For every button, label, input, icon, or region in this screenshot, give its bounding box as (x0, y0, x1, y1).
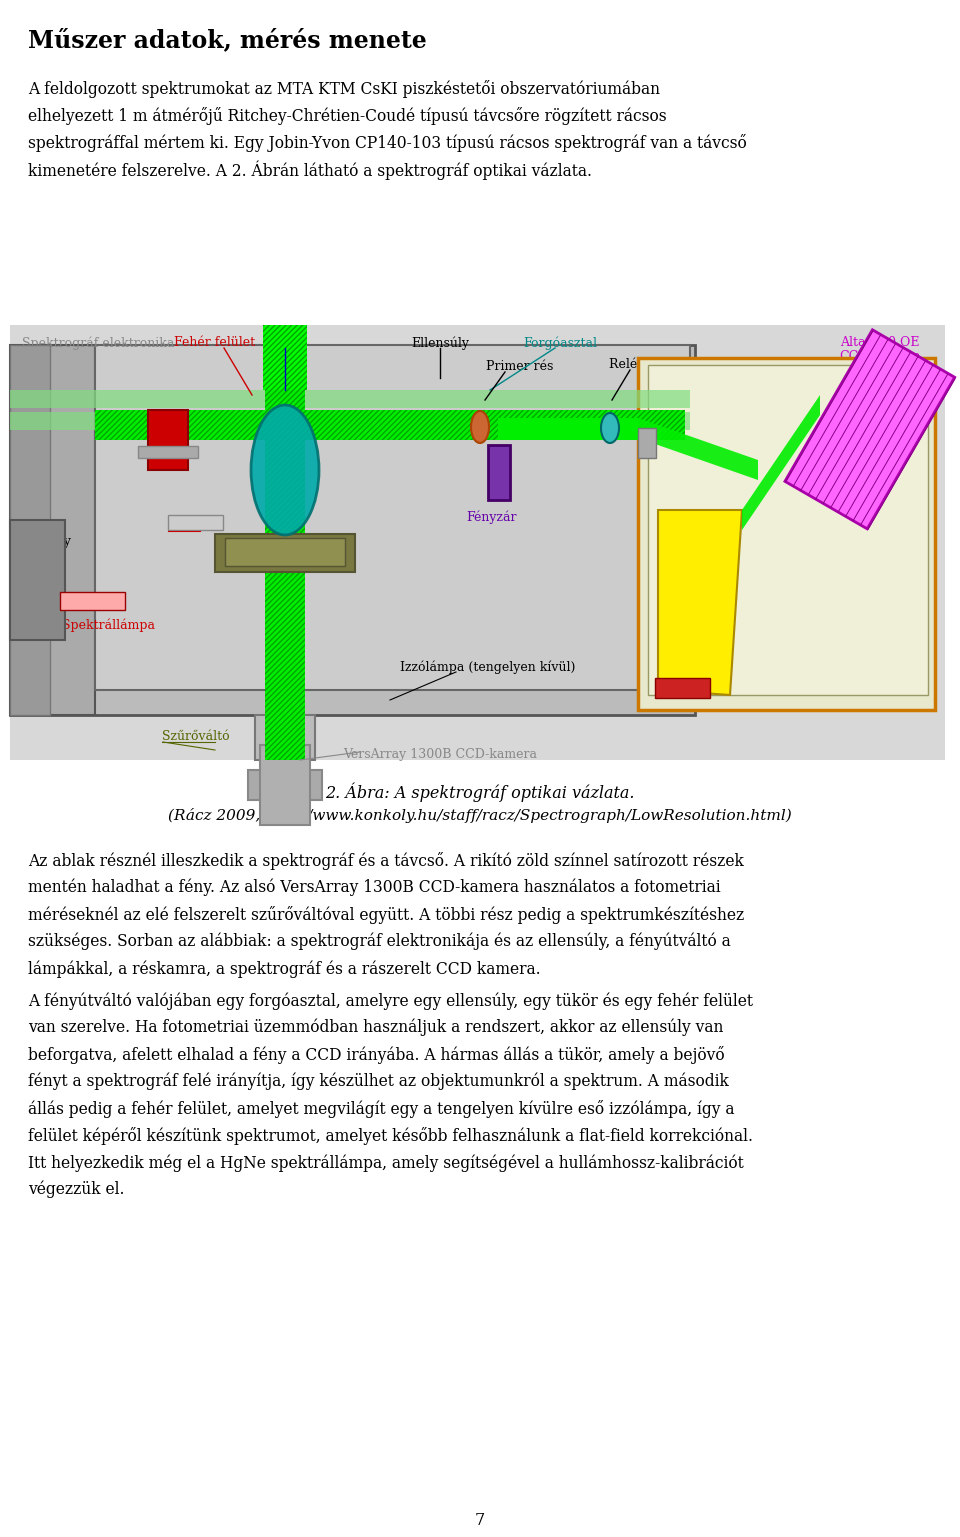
Text: mentén haladhat a fény. Az alsó VersArray 1300B CCD-kamera használatos a fotomet: mentén haladhat a fény. Az alsó VersArra… (28, 879, 721, 896)
Ellipse shape (601, 413, 619, 443)
Text: lámpákkal, a réskamra, a spektrográf és a rászerelt CCD kamera.: lámpákkal, a réskamra, a spektrográf és … (28, 961, 540, 978)
Bar (95, 344, 690, 690)
Bar (265, 380, 305, 759)
Text: Műszer adatok, mérés menete: Műszer adatok, mérés menete (28, 28, 427, 52)
Bar (488, 446, 510, 500)
Text: beforgatva, afelett elhalad a fény a CCD irányába. A hármas állás a tükör, amely: beforgatva, afelett elhalad a fény a CCD… (28, 1047, 725, 1064)
Text: Ellensúly: Ellensúly (13, 535, 71, 549)
Text: méréseknél az elé felszerelt szűrőváltóval együtt. A többi rész pedig a spektrum: méréseknél az elé felszerelt szűrőváltóv… (28, 905, 744, 924)
Bar (10, 412, 690, 430)
Bar (95, 410, 685, 440)
Text: VersArray 1300B CCD-kamera: VersArray 1300B CCD-kamera (343, 749, 537, 761)
Bar (638, 427, 656, 458)
Bar (263, 324, 307, 390)
Bar (10, 344, 50, 715)
Bar (148, 410, 188, 470)
Bar (498, 418, 638, 440)
Text: A fényútváltó valójában egy forgóasztal, amelyre egy ellensúly, egy tükör és egy: A fényútváltó valójában egy forgóasztal,… (28, 991, 753, 1010)
Polygon shape (658, 510, 742, 695)
Bar (248, 770, 322, 799)
Text: szükséges. Sorban az alábbiak: a spektrográf elektronikája és az ellensúly, a fé: szükséges. Sorban az alábbiak: a spektro… (28, 933, 731, 950)
Bar (215, 533, 355, 572)
Text: Itt helyezkedik még el a HgNe spektrállámpa, amely segítségével a hullámhossz-ka: Itt helyezkedik még el a HgNe spektrállá… (28, 1154, 744, 1171)
Bar (10, 390, 690, 407)
Bar (655, 678, 710, 698)
Bar (60, 592, 125, 610)
Bar (648, 364, 928, 695)
Text: Spektrográf  CP140: Spektrográf CP140 (767, 689, 893, 701)
Text: Spektrállámpa: Spektrállámpa (62, 618, 155, 632)
Bar (260, 745, 310, 825)
Text: A feldolgozott spektrumokat az MTA KTM CsKI piszkéstetői obszervatóriumában: A feldolgozott spektrumokat az MTA KTM C… (28, 80, 660, 98)
Bar (10, 520, 65, 639)
Text: CCD-kamera: CCD-kamera (839, 350, 921, 363)
Text: Fényzár: Fényzár (467, 510, 517, 524)
Text: Szűrőváltó: Szűrőváltó (162, 730, 229, 742)
Bar (95, 410, 685, 440)
Text: spektrográffal mértem ki. Egy Jobin-Yvon CP140-103 típusú rácsos spektrográf van: spektrográffal mértem ki. Egy Jobin-Yvon… (28, 134, 747, 152)
Text: Tükör: Tükör (168, 520, 205, 533)
Text: Ellensúly: Ellensúly (411, 337, 469, 349)
Text: Relé lencse: Relé lencse (609, 358, 682, 370)
Polygon shape (638, 418, 758, 480)
Text: Ablak: Ablak (265, 337, 301, 349)
Bar (263, 324, 307, 390)
Bar (638, 358, 935, 710)
Text: elhelyezett 1 m átmérőjű Ritchey-Chrétien-Coudé típusú távcsőre rögzített rácsos: elhelyezett 1 m átmérőjű Ritchey-Chrétie… (28, 108, 666, 124)
Bar (255, 715, 315, 759)
Bar (265, 380, 305, 759)
Text: végezzük el.: végezzük el. (28, 1180, 125, 1199)
Text: (Rácz 2009, http://www.konkoly.hu/staff/racz/Spectrograph/LowResolution.html): (Rácz 2009, http://www.konkoly.hu/staff/… (168, 808, 792, 822)
Text: 2. Ábra: A spektrográf optikai vázlata.: 2. Ábra: A spektrográf optikai vázlata. (325, 782, 635, 801)
Text: állás pedig a fehér felület, amelyet megvilágít egy a tengelyen kívülre eső izzó: állás pedig a fehér felület, amelyet meg… (28, 1100, 734, 1117)
Text: Primer rés: Primer rés (487, 360, 554, 373)
Bar (10, 324, 945, 759)
Ellipse shape (251, 406, 319, 535)
Polygon shape (785, 330, 954, 529)
Text: 7: 7 (475, 1512, 485, 1529)
Text: Forgóasztal: Forgóasztal (523, 337, 597, 349)
Bar (10, 344, 95, 715)
Text: van szerelve. Ha fotometriai üzemmódban használjuk a rendszert, akkor az ellensú: van szerelve. Ha fotometriai üzemmódban … (28, 1019, 724, 1036)
Text: kimenetére felszerelve. A 2. Ábrán látható a spektrográf optikai vázlata.: kimenetére felszerelve. A 2. Ábrán látha… (28, 161, 592, 180)
Bar (138, 446, 198, 458)
Text: Izzólámpa (tengelyen kívül): Izzólámpa (tengelyen kívül) (400, 659, 576, 673)
Text: fényt a spektrográf felé irányítja, így készülhet az objektumunkról a spektrum. : fényt a spektrográf felé irányítja, így … (28, 1073, 729, 1090)
Ellipse shape (471, 410, 489, 443)
Bar (168, 515, 223, 530)
Bar (225, 538, 345, 566)
Polygon shape (742, 395, 820, 530)
Text: Fehér felület: Fehér felület (175, 337, 255, 349)
Text: Az ablak résznél illeszkedik a spektrográf és a távcső. A rikító zöld színnel sa: Az ablak résznél illeszkedik a spektrogr… (28, 851, 744, 870)
Text: felület képéről készítünk spektrumot, amelyet később felhasználunk a flat-field : felület képéről készítünk spektrumot, am… (28, 1127, 753, 1145)
Text: Spektrográf elektronika: Spektrográf elektronika (22, 337, 175, 349)
Bar (10, 344, 695, 715)
Text: Alta U30 OE: Alta U30 OE (840, 337, 920, 349)
